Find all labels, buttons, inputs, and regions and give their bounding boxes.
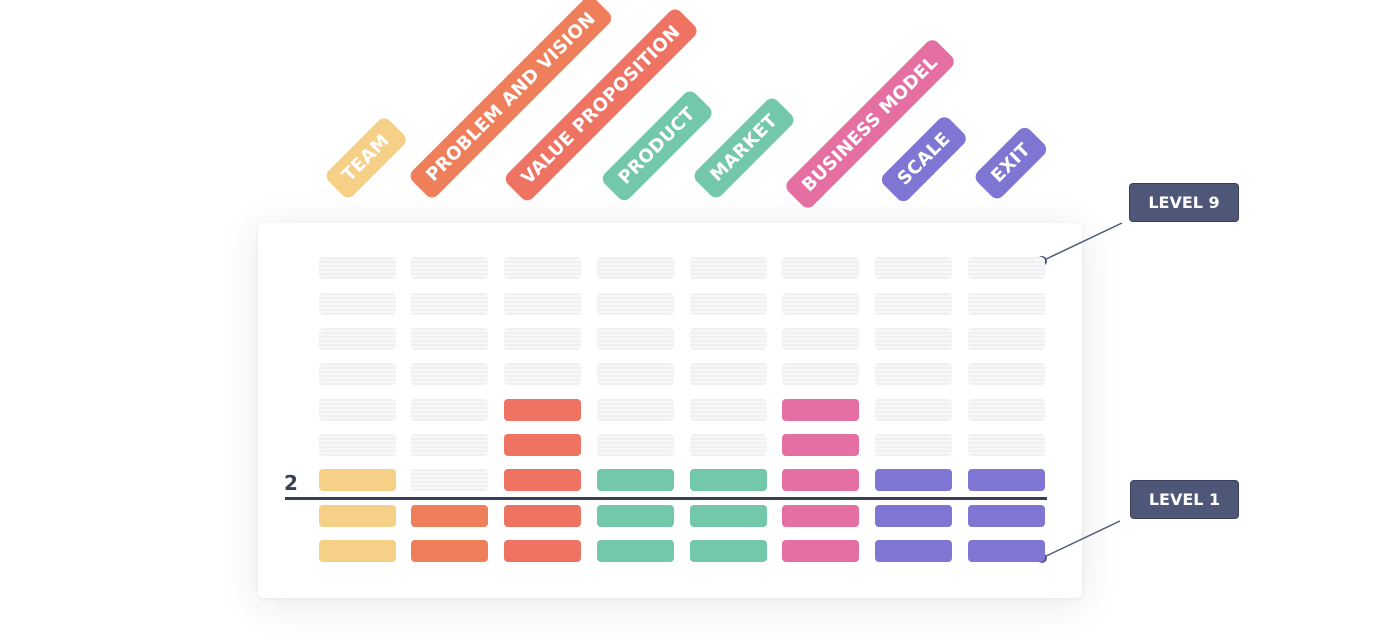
cell-market-level-7 — [690, 328, 767, 350]
cell-team-level-5 — [319, 399, 396, 421]
cell-team-level-6 — [319, 363, 396, 385]
cell-market-level-6 — [690, 363, 767, 385]
cell-problem-and-vision-level-5 — [411, 399, 488, 421]
cell-business-model-level-4 — [782, 434, 859, 456]
threshold-label: 2 — [284, 471, 298, 495]
cell-team-level-9 — [319, 257, 396, 279]
cell-scale-level-1 — [875, 540, 952, 562]
level-9-label: LEVEL 9 — [1130, 184, 1238, 221]
cell-business-model-level-5 — [782, 399, 859, 421]
cell-value-proposition-level-4 — [504, 434, 581, 456]
level-9-pointer-line — [1041, 222, 1123, 262]
cell-business-model-level-7 — [782, 328, 859, 350]
cell-scale-level-4 — [875, 434, 952, 456]
cell-team-level-8 — [319, 293, 396, 315]
cell-business-model-level-1 — [782, 540, 859, 562]
cell-business-model-level-2 — [782, 505, 859, 527]
cell-value-proposition-level-8 — [504, 293, 581, 315]
cell-scale-level-3 — [875, 469, 952, 491]
cell-exit-level-6 — [968, 363, 1045, 385]
cell-value-proposition-level-7 — [504, 328, 581, 350]
cell-business-model-level-3 — [782, 469, 859, 491]
cell-business-model-level-8 — [782, 293, 859, 315]
cell-value-proposition-level-6 — [504, 363, 581, 385]
cell-exit-level-9 — [968, 257, 1045, 279]
cell-product-level-6 — [597, 363, 674, 385]
cell-team-level-2 — [319, 505, 396, 527]
cell-exit-level-1 — [968, 540, 1045, 562]
cell-product-level-1 — [597, 540, 674, 562]
cell-team-level-1 — [319, 540, 396, 562]
cell-scale-level-2 — [875, 505, 952, 527]
cell-product-level-7 — [597, 328, 674, 350]
cell-team-level-3 — [319, 469, 396, 491]
cell-team-level-7 — [319, 328, 396, 350]
cell-market-level-3 — [690, 469, 767, 491]
cell-scale-level-8 — [875, 293, 952, 315]
cell-business-model-level-9 — [782, 257, 859, 279]
level-1-pointer-line — [1041, 520, 1121, 559]
cell-exit-level-4 — [968, 434, 1045, 456]
cell-problem-and-vision-level-8 — [411, 293, 488, 315]
cell-market-level-5 — [690, 399, 767, 421]
cell-scale-level-6 — [875, 363, 952, 385]
level-1-label: LEVEL 1 — [1131, 481, 1238, 518]
cell-market-level-1 — [690, 540, 767, 562]
threshold-line — [285, 497, 1047, 500]
cell-value-proposition-level-3 — [504, 469, 581, 491]
cell-value-proposition-level-2 — [504, 505, 581, 527]
cell-market-level-2 — [690, 505, 767, 527]
cell-exit-level-8 — [968, 293, 1045, 315]
cell-product-level-5 — [597, 399, 674, 421]
cell-exit-level-7 — [968, 328, 1045, 350]
cell-market-level-8 — [690, 293, 767, 315]
cell-scale-level-9 — [875, 257, 952, 279]
cell-value-proposition-level-1 — [504, 540, 581, 562]
cell-problem-and-vision-level-1 — [411, 540, 488, 562]
cell-market-level-9 — [690, 257, 767, 279]
cell-problem-and-vision-level-4 — [411, 434, 488, 456]
cell-product-level-9 — [597, 257, 674, 279]
cell-product-level-8 — [597, 293, 674, 315]
cell-product-level-2 — [597, 505, 674, 527]
cell-scale-level-5 — [875, 399, 952, 421]
cell-market-level-4 — [690, 434, 767, 456]
cell-business-model-level-6 — [782, 363, 859, 385]
cell-problem-and-vision-level-3 — [411, 469, 488, 491]
cell-problem-and-vision-level-9 — [411, 257, 488, 279]
cell-team-level-4 — [319, 434, 396, 456]
cell-value-proposition-level-5 — [504, 399, 581, 421]
cell-exit-level-2 — [968, 505, 1045, 527]
cell-exit-level-3 — [968, 469, 1045, 491]
cell-problem-and-vision-level-2 — [411, 505, 488, 527]
cell-product-level-4 — [597, 434, 674, 456]
cell-exit-level-5 — [968, 399, 1045, 421]
cell-scale-level-7 — [875, 328, 952, 350]
cell-problem-and-vision-level-6 — [411, 363, 488, 385]
cell-value-proposition-level-9 — [504, 257, 581, 279]
cell-problem-and-vision-level-7 — [411, 328, 488, 350]
cell-product-level-3 — [597, 469, 674, 491]
